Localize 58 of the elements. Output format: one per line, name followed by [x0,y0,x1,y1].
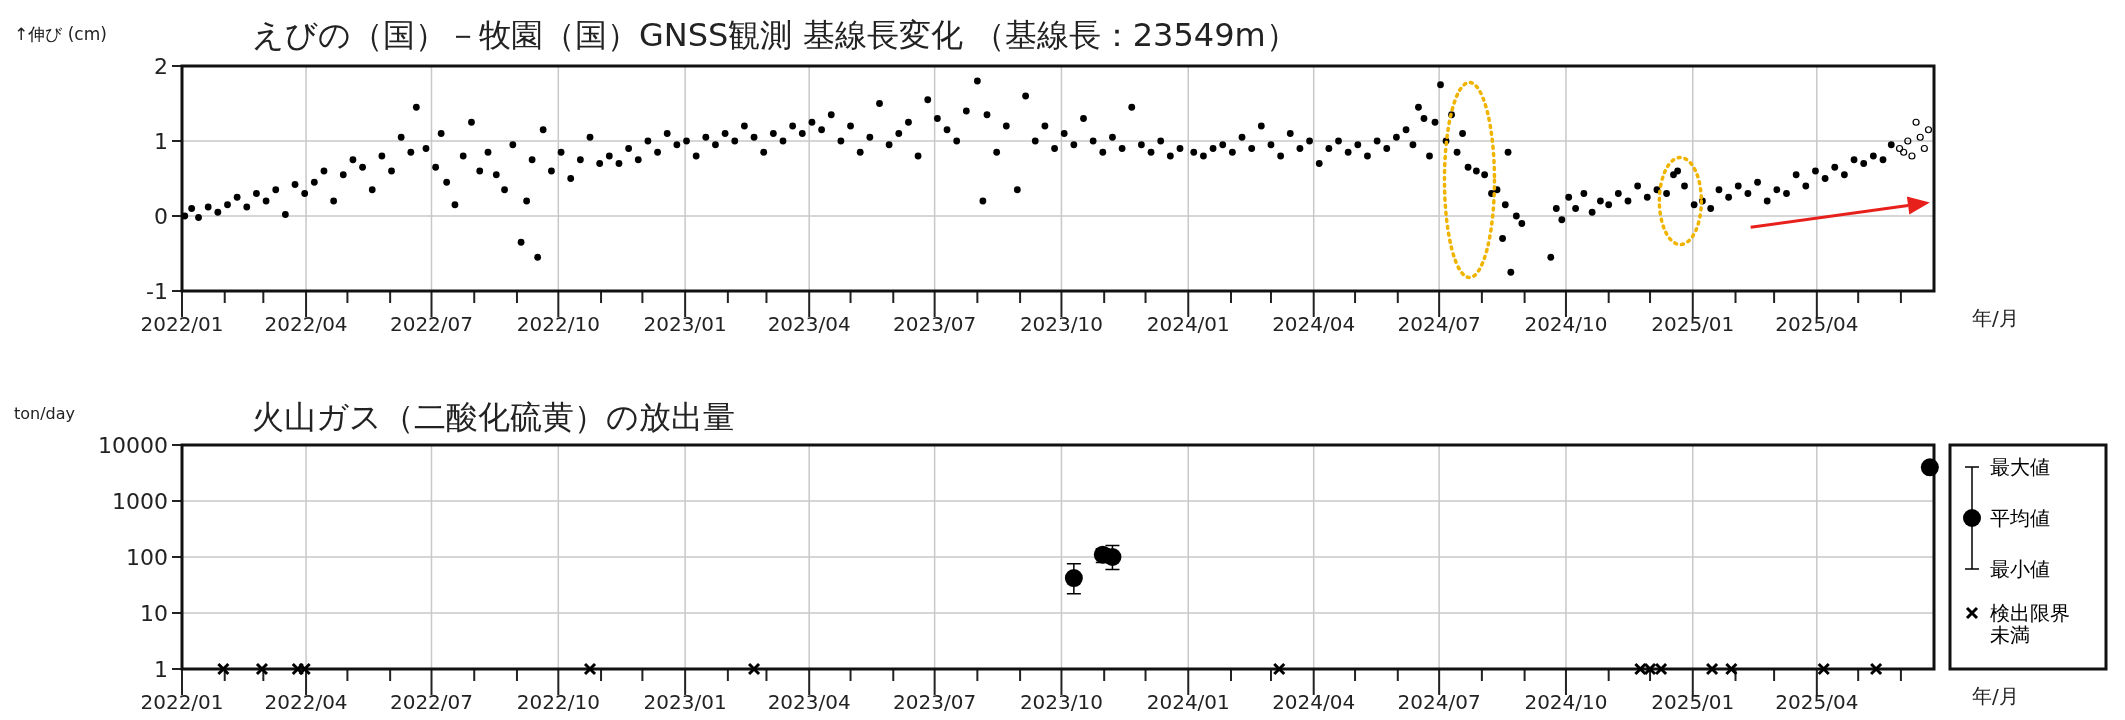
x-tick-label: 2022/07 [389,690,474,714]
x-axis-title: 年/月 [1972,306,2019,330]
point [583,662,597,676]
x-tick-label: 2024/10 [1524,690,1608,714]
x-tick-label: 2023/10 [1019,312,1103,336]
y-tick-label: 10000 [98,433,168,458]
y-tick-label: 1000 [112,489,168,514]
point [216,662,230,676]
chart-title: えびの（国）－牧園（国）GNSS観測 基線長変化 （基線長：23549m） [252,16,1298,54]
x-tick-label: 2025/01 [1651,312,1735,336]
x-tick-label: 2025/04 [1775,312,1859,336]
x-tick-label: 2022/01 [140,690,224,714]
x-tick-label: 2023/04 [767,312,851,336]
point [1817,662,1831,676]
x-tick-label: 2024/10 [1524,312,1608,336]
x-tick-label: 2022/07 [389,312,474,336]
y-tick-label: 0 [154,204,168,229]
point [255,662,269,676]
x-tick-label: 2023/10 [1019,690,1103,714]
y-tick-label: 100 [126,545,168,570]
x-tick-label: 2023/01 [643,690,727,714]
text: 最大値 [1990,455,2050,479]
y-tick-label: -1 [146,279,168,304]
legend-label: 平均値 [1990,506,2050,530]
x-tick-label: 2024/04 [1272,312,1356,336]
x-tick-label: 2022/10 [516,312,600,336]
x-tick-label: 2025/01 [1651,690,1735,714]
point [1724,662,1738,676]
x-tick-label: 2024/07 [1397,690,1481,714]
legend-label: 検出限界未満 [1990,601,2070,647]
point [747,662,761,676]
x-tick-label: 2023/07 [893,690,977,714]
point [1869,662,1883,676]
x-axis-title: 年/月 [1972,684,2019,708]
x-tick-label: 2024/01 [1146,690,1230,714]
x-tick-label: 2024/01 [1146,312,1230,336]
text: 最小値 [1990,557,2050,581]
x-tick-label: 2024/04 [1272,690,1356,714]
x-tick-label: 2022/01 [140,312,224,336]
y-tick-label: 1 [154,657,168,682]
y-axis-title: ton/day [14,404,76,423]
chart-title: 火山ガス（二酸化硫黄）の放出量 [252,398,735,436]
x-tick-label: 2024/07 [1397,312,1481,336]
point [1272,662,1286,676]
point [1920,458,1939,477]
x-tick-label: 2023/04 [767,690,851,714]
x-tick-label: 2022/04 [264,312,348,336]
y-tick-label: 1 [154,129,168,154]
x-tick-label: 2023/07 [893,312,977,336]
y-axis-title: ↑伸び (cm) [14,24,107,44]
x-tick-label: 2023/01 [643,312,727,336]
x-tick-label: 2022/10 [516,690,600,714]
x-tick-label: 2025/04 [1775,690,1859,714]
y-tick-label: 2 [154,54,168,79]
point [1705,662,1719,676]
y-tick-label: 10 [140,601,168,626]
point [1064,569,1083,588]
x-tick-label: 2022/04 [264,690,348,714]
